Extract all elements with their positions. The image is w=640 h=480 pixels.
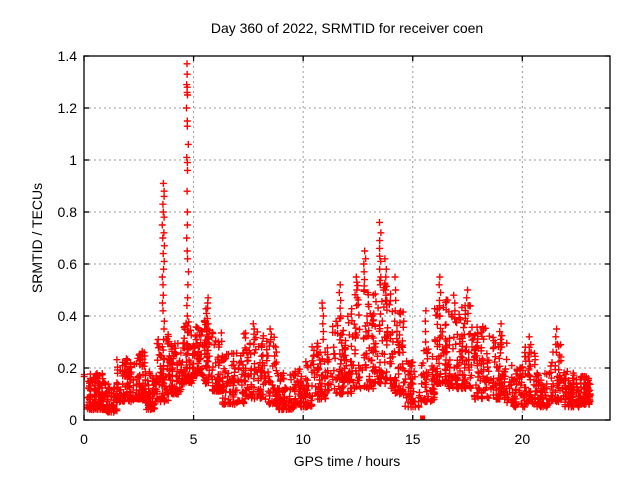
x-tick-label: 15: [405, 431, 421, 447]
y-tick-label: 0.2: [58, 360, 78, 376]
x-axis-label: GPS time / hours: [294, 453, 401, 469]
x-tick-label: 5: [190, 431, 198, 447]
plot-border: [83, 55, 611, 421]
scatter-points: [80, 60, 594, 416]
gridlines: [84, 56, 610, 420]
y-tick-label: 1.2: [58, 100, 78, 116]
chart-title: Day 360 of 2022, SRMTID for receiver coe…: [211, 20, 483, 36]
data-series-srmtid: [80, 60, 594, 416]
x-tick-label: 20: [515, 431, 531, 447]
x-tick-label: 10: [295, 431, 311, 447]
outlier-point: [420, 415, 426, 421]
y-tick-label: 0: [69, 412, 77, 428]
y-tick-label: 0.4: [58, 308, 78, 324]
y-tick-label: 0.8: [58, 204, 78, 220]
outlier-square: [420, 415, 426, 421]
y-tick-label: 0.6: [58, 256, 78, 272]
x-tick-label: 0: [80, 431, 88, 447]
axis-tick-labels: 0 5 10 15 20 0 0.2 0.4 0.6 0.8 1 1.2 1.4: [58, 48, 531, 447]
y-tick-label: 1: [69, 152, 77, 168]
y-axis-label: SRMTID / TECUs: [29, 183, 45, 293]
y-tick-label: 1.4: [58, 48, 78, 64]
